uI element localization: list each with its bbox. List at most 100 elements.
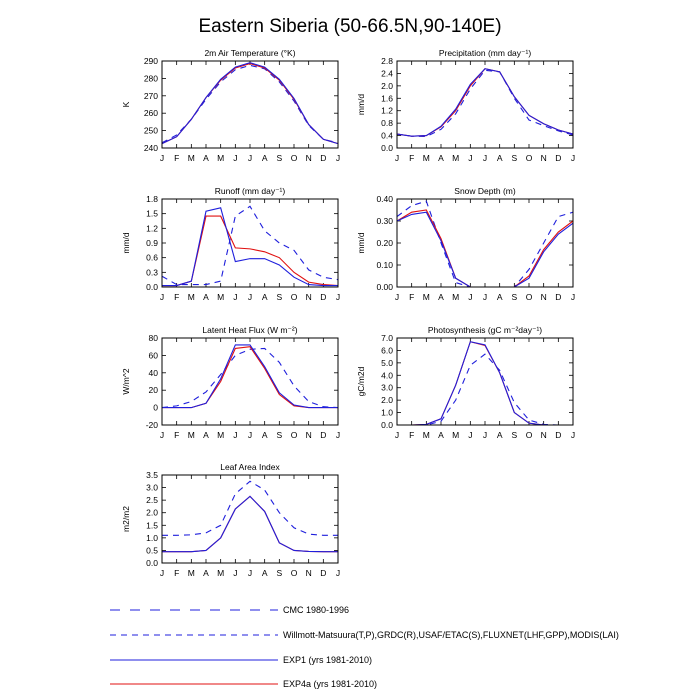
y-tick-label: 0.4 (381, 131, 393, 141)
panel-2: Precipitation (mm day⁻¹) mm/d 0.0 0.4 0.8 1.2… (356, 48, 575, 163)
y-tick-label: 1.5 (146, 520, 158, 530)
x-tick-label: J (483, 430, 487, 440)
x-tick-label: J (233, 568, 237, 578)
x-tick-label: M (423, 430, 430, 440)
y-tick-label: 0.0 (146, 282, 158, 292)
y-tick-label: 1.0 (146, 533, 158, 543)
y-tick-label: 270 (144, 91, 158, 101)
x-tick-label: D (555, 430, 561, 440)
panel-4: Snow Depth (m)mm/d0.000.100.200.300.40J F… (356, 186, 575, 302)
panel-7: Leaf Area Index m2/m2 0.0 0.5 1.0 1.5 2.0 2.5 3.… (121, 462, 340, 578)
y-tick-label: 1.5 (146, 209, 158, 219)
y-axis-label: mm/d (356, 232, 366, 254)
x-tick-label: F (174, 430, 179, 440)
x-tick-label: S (511, 430, 517, 440)
x-tick-label: A (497, 430, 503, 440)
panel-title: Runoff (mm day⁻¹) (215, 186, 286, 196)
y-tick-label: 0.6 (146, 253, 158, 263)
x-tick-label: S (276, 568, 282, 578)
x-tick-label: F (409, 430, 414, 440)
x-tick-label: D (320, 568, 326, 578)
y-tick-label: 0.3 (146, 267, 158, 277)
y-axis-label: mm/d (356, 94, 366, 116)
series-line-exp1 (396, 68, 574, 137)
y-tick-label: 0.10 (376, 260, 393, 270)
x-tick-label: N (541, 292, 547, 302)
series-line-exp4a (162, 215, 339, 287)
y-tick-label: 1.2 (381, 106, 393, 116)
legend-label: EXP4a (yrs 1981-2010) (283, 679, 377, 689)
y-tick-label: 240 (144, 143, 158, 153)
figure-title: Eastern Siberia (50-66.5N,90-140E) (198, 16, 501, 37)
y-tick-label: 0.20 (376, 238, 393, 248)
series-line-obs (162, 480, 338, 536)
x-tick-label: J (233, 430, 237, 440)
y-tick-label: 0.00 (376, 282, 393, 292)
y-tick-label: 1.0 (381, 408, 393, 418)
panel-title: Precipitation (mm day⁻¹) (439, 48, 532, 58)
panel-6: Photosynthesis (gC m⁻²day⁻¹) gC/m2d 0.0 1.0… (356, 325, 575, 440)
y-tick-label: 2.0 (381, 395, 393, 405)
x-tick-label: J (248, 430, 252, 440)
x-tick-label: O (291, 430, 298, 440)
x-tick-label: A (262, 292, 268, 302)
x-tick-label: S (511, 153, 517, 163)
series-line-obs (161, 64, 339, 144)
x-tick-label: J (571, 292, 575, 302)
x-tick-label: M (217, 430, 224, 440)
series-line-exp4a (161, 63, 339, 145)
x-tick-label: J (160, 568, 164, 578)
y-axis-label: K (121, 101, 131, 107)
x-tick-label: M (423, 153, 430, 163)
x-tick-label: J (160, 292, 164, 302)
panel-3: Runoff (mm day⁻¹) mm/d 0.0 0.3 0.6 0.9 1.2 1.5 1… (121, 186, 340, 302)
legend-item-exp1: EXP1 (yrs 1981-2010) (110, 655, 372, 665)
series-line-exp1 (162, 207, 338, 287)
x-tick-label: S (511, 292, 517, 302)
series-line-exp4a (162, 495, 338, 553)
legend-label: EXP1 (yrs 1981-2010) (283, 655, 372, 665)
x-tick-label: M (188, 153, 195, 163)
x-tick-label: A (203, 568, 209, 578)
x-tick-label: A (203, 153, 209, 163)
x-tick-label: O (291, 153, 298, 163)
y-tick-label: 3.5 (146, 470, 158, 480)
y-tick-label: -20 (146, 420, 159, 430)
y-tick-label: 1.6 (381, 93, 393, 103)
legend-item-exp4a: EXP4a (yrs 1981-2010) (110, 679, 377, 689)
panel-title: Leaf Area Index (220, 462, 280, 472)
y-tick-label: 290 (144, 56, 158, 66)
plot-frame (396, 60, 574, 149)
x-tick-label: A (438, 153, 444, 163)
legend-label: Willmott-Matsuura(T,P),GRDC(R),USAF/ETAC… (283, 630, 619, 640)
panel-title: Latent Heat Flux (W m⁻²) (202, 325, 297, 335)
y-tick-label: 80 (149, 333, 159, 343)
y-tick-label: 3.0 (381, 383, 393, 393)
y-tick-label: 0.9 (146, 238, 158, 248)
x-tick-label: J (336, 153, 340, 163)
x-tick-label: D (320, 430, 326, 440)
x-tick-label: A (497, 292, 503, 302)
x-tick-label: M (452, 292, 459, 302)
series-line-exp1 (162, 344, 338, 409)
x-tick-label: F (174, 292, 179, 302)
x-tick-label: A (262, 153, 268, 163)
plot-frame (161, 198, 339, 288)
y-tick-label: 40 (149, 368, 159, 378)
x-tick-label: M (188, 568, 195, 578)
series-line-obs (396, 69, 574, 138)
y-tick-label: 5.0 (381, 358, 393, 368)
x-tick-label: F (409, 153, 414, 163)
x-tick-label: J (483, 153, 487, 163)
x-tick-label: J (336, 292, 340, 302)
y-tick-label: 2.4 (381, 68, 393, 78)
legend-item-obs: Willmott-Matsuura(T,P),GRDC(R),USAF/ETAC… (110, 630, 619, 640)
plot-frame (396, 198, 574, 288)
x-tick-label: N (541, 153, 547, 163)
y-tick-label: 1.2 (146, 223, 158, 233)
series-line-exp4a (162, 346, 338, 409)
plot-frame (161, 337, 339, 426)
x-tick-label: A (262, 430, 268, 440)
x-tick-label: M (217, 153, 224, 163)
